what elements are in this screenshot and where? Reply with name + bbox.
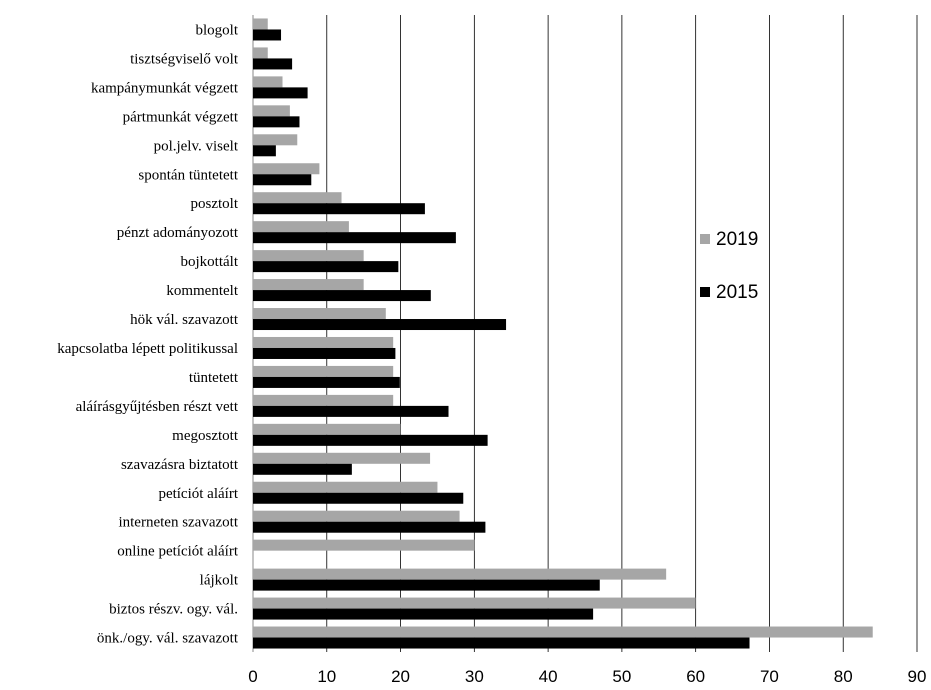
bar-2015: [253, 145, 276, 157]
bar-2015: [253, 232, 456, 244]
bar-2019: [253, 134, 298, 146]
bar-2015: [253, 608, 594, 620]
bar-2019: [253, 76, 283, 88]
x-tick-labels: 0 10 20 30 40 50 60 70 80 90: [248, 667, 926, 686]
bar-2015: [253, 319, 507, 331]
bar-2015: [253, 434, 488, 446]
x-tick-label: 40: [539, 667, 558, 686]
category-label: megosztott: [172, 428, 239, 444]
bar-2019: [253, 18, 268, 30]
bar-2015: [253, 174, 312, 186]
bar-2015: [253, 290, 431, 302]
category-label: lájkolt: [200, 573, 239, 589]
category-label: online petíciót aláírt: [117, 544, 239, 560]
bar-2015: [253, 579, 600, 591]
x-tick-label: 60: [686, 667, 705, 686]
category-label: bojkottált: [181, 254, 239, 270]
category-label: pénzt adományozott: [117, 225, 239, 241]
category-label: pártmunkát végzett: [123, 109, 239, 125]
x-tick-label: 0: [248, 667, 257, 686]
gridlines: [252, 15, 918, 652]
bar-2019: [253, 365, 394, 377]
bar-2015: [253, 637, 750, 649]
legend-label-2019: 2019: [716, 229, 758, 250]
bar-2015: [253, 116, 300, 128]
bar-2019: [253, 452, 431, 464]
bar-2015: [253, 261, 399, 273]
category-label: petíciót aláírt: [158, 486, 238, 502]
x-tick-label: 70: [760, 667, 779, 686]
bar-2015: [253, 405, 449, 417]
category-label: kapcsolatba lépett politikussal: [57, 341, 238, 357]
bar-2019: [253, 481, 438, 493]
bar-2019: [253, 308, 386, 320]
category-label: blogolt: [195, 22, 238, 38]
bar-2019: [253, 250, 364, 262]
x-tick-label: 30: [465, 667, 484, 686]
category-label: hök vál. szavazott: [130, 312, 239, 328]
category-label: szavazásra biztatott: [121, 457, 239, 473]
category-label: interneten szavazott: [118, 515, 238, 531]
category-label: biztos részv. ogy. vál.: [109, 602, 238, 618]
category-label: posztolt: [191, 196, 239, 212]
legend-label-2015: 2015: [716, 282, 758, 303]
bar-2019: [253, 163, 320, 175]
x-tick-label: 50: [612, 667, 631, 686]
x-tick-label: 10: [317, 667, 336, 686]
bar-2019: [253, 394, 394, 406]
bar-2019: [253, 423, 401, 435]
bar-2019: [253, 105, 290, 117]
category-label: aláírásgyűjtésben részt vett: [76, 399, 239, 415]
bar-2019: [253, 336, 394, 348]
category-labels: blogolt tisztségviselő volt kampánymunkát …: [57, 22, 239, 646]
bar-2019: [253, 568, 667, 580]
category-label: spontán tüntetett: [138, 167, 238, 183]
category-label: tisztségviselő volt: [130, 51, 239, 67]
bar-2019: [253, 539, 475, 551]
bar-2019: [253, 47, 268, 59]
bar-2015: [253, 463, 352, 475]
bar-2015: [253, 58, 293, 70]
bar-2019: [253, 221, 349, 233]
x-tick-label: 80: [834, 667, 853, 686]
category-label: kommentelt: [166, 283, 238, 299]
bar-2015: [253, 87, 308, 99]
category-label: pol.jelv. viselt: [154, 138, 239, 154]
bar-2015: [253, 29, 282, 41]
bar-2015: [253, 376, 400, 388]
bar-2019: [253, 510, 460, 522]
x-tick-label: 20: [391, 667, 410, 686]
bar-2019: [253, 192, 342, 204]
bars: [253, 18, 873, 649]
bar-2015: [253, 203, 425, 215]
category-label: önk./ogy. vál. szavazott: [97, 631, 239, 647]
category-label: kampánymunkát végzett: [91, 80, 239, 96]
bar-2019: [253, 597, 696, 609]
bar-2019: [253, 279, 364, 291]
bar-2015: [253, 347, 396, 359]
bar-2015: [253, 492, 464, 504]
bar-2015: [253, 521, 486, 533]
x-tick-label: 90: [908, 667, 927, 686]
category-label: tüntetett: [189, 370, 239, 386]
bar-2019: [253, 626, 873, 638]
legend-swatch-2015: [700, 287, 710, 297]
legend: 2019 2015: [700, 229, 758, 303]
legend-swatch-2019: [700, 234, 710, 244]
